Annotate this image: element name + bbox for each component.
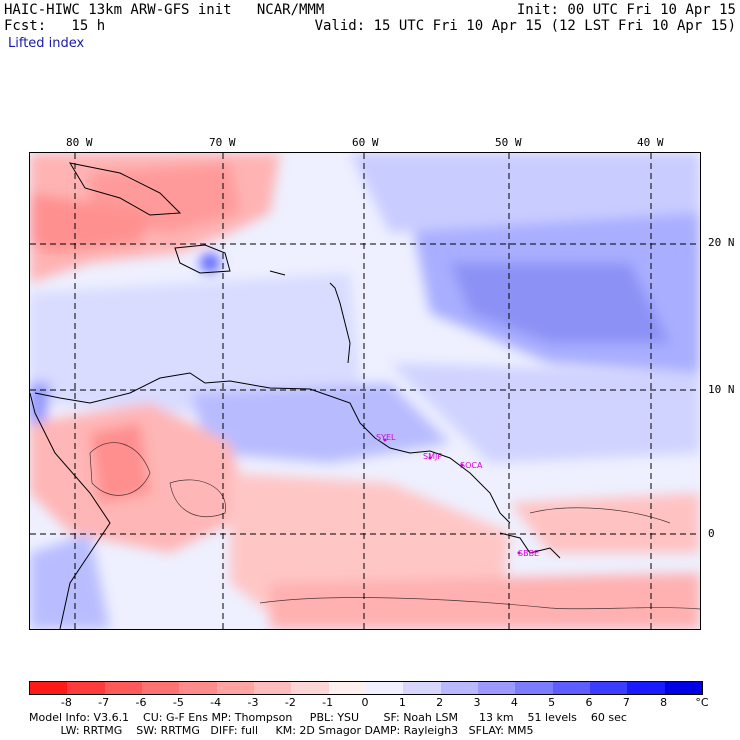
colorbar-swatch [477,682,516,694]
colorbar-swatch [515,682,553,694]
field-name: Lifted index [8,36,85,51]
colorbar-swatch [30,682,68,694]
forecast-hour: Fcst: 15 h [4,18,106,34]
colorbar-tick-label: 6 [585,696,593,709]
model-info-line2: LW: RRTMG SW: RRTMG DIFF: full KM: 2D Sm… [29,724,534,737]
station-markers [383,438,521,555]
colorbar-tick-label: -5 [172,696,184,709]
colorbar-swatch [67,682,105,694]
map-canvas [30,153,700,629]
colorbar-tick-label: -6 [135,696,147,709]
colorbar-unit: °C [695,696,709,709]
colorbar-tick-label: -2 [284,696,296,709]
lat-label-10n: 10 N [708,383,735,396]
init-time: Init: 00 UTC Fri 10 Apr 15 [516,2,736,18]
lon-label-40w: 40 W [637,136,664,149]
colorbar-swatch [440,682,478,694]
lifted-index-map: SYEL SMJP SOCA SBBE [29,152,701,630]
colorbar-swatch [291,682,329,694]
colorbar-swatch [365,682,404,694]
grid-lines [30,153,700,629]
colorbar-tick-label: 0 [361,696,369,709]
station-label-syel: SYEL [376,433,396,442]
colorbar-tick-label: -8 [60,696,72,709]
coastlines [30,162,561,629]
station-label-smjp: SMJP [423,452,443,461]
colorbar-tick-label: 8 [660,696,668,709]
station-label-soca: SOCA [460,461,483,470]
colorbar-swatch [216,682,254,694]
colorbar-tick-label: 4 [510,696,518,709]
colorbar-swatch [552,682,590,694]
colorbar-swatch [104,682,142,694]
lon-label-60w: 60 W [352,136,379,149]
colorbar-tick-label: -4 [210,696,222,709]
colorbar-swatch [253,682,292,694]
colorbar-tick-label: 3 [473,696,481,709]
model-title: HAIC-HIWC 13km ARW-GFS init NCAR/MMM [4,2,325,18]
colorbar-swatch [141,682,180,694]
colorbar-tick-label: -3 [247,696,259,709]
colorbar-tick-label: 7 [622,696,630,709]
lat-label-0: 0 [708,527,715,540]
colorbar-swatch [403,682,441,694]
lat-label-20n: 20 N [708,236,735,249]
valid-time: Valid: 15 UTC Fri 10 Apr 15 (12 LST Fri … [314,18,736,34]
colorbar-tick-label: 1 [398,696,406,709]
colorbar-tick-label: 5 [548,696,556,709]
lon-label-80w: 80 W [66,136,93,149]
model-info-line1: Model Info: V3.6.1 CU: G-F Ens MP: Thomp… [29,711,627,724]
colorbar-swatch [664,682,702,694]
colorbar-swatch [627,682,665,694]
contours [89,442,700,610]
colorbar-swatch [589,682,628,694]
colorbar [29,681,703,695]
colorbar-swatch [328,682,366,694]
lon-label-50w: 50 W [495,136,522,149]
colorbar-tick-label: 2 [436,696,444,709]
colorbar-tick-label: -7 [98,696,110,709]
station-label-sbbe: SBBE [518,549,540,558]
colorbar-tick-label: -1 [322,696,334,709]
lon-label-70w: 70 W [209,136,236,149]
colorbar-swatch [179,682,217,694]
